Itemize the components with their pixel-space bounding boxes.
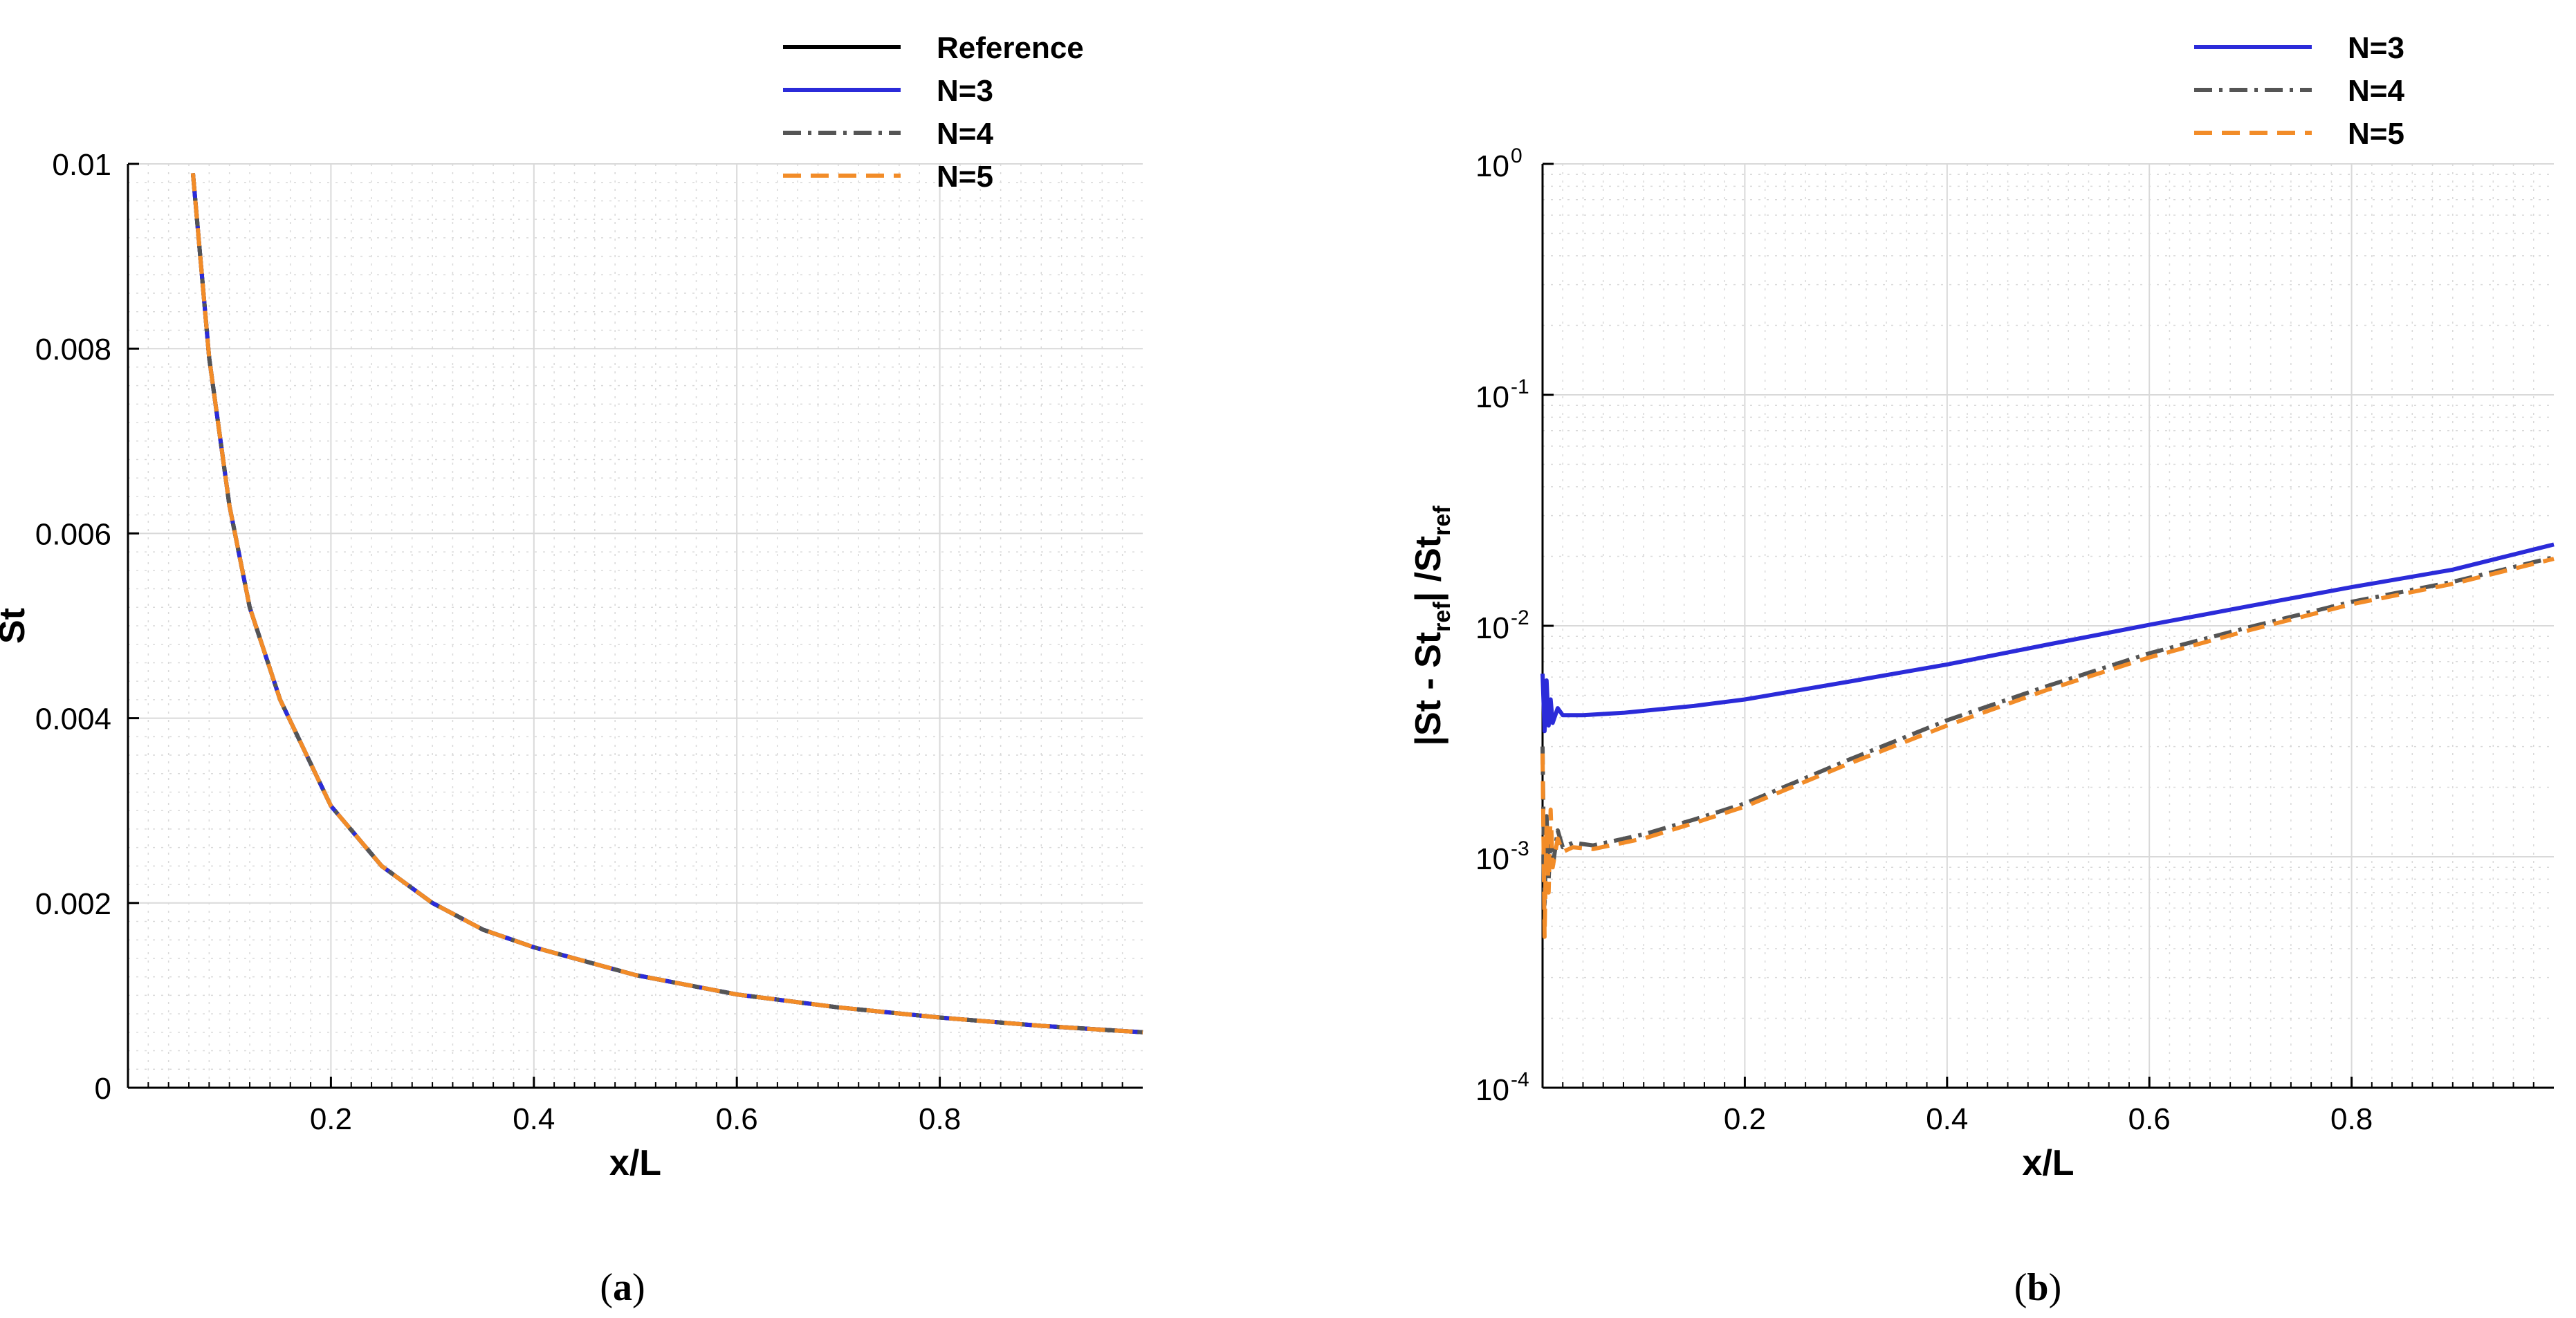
legend-label: N=5 bbox=[2348, 117, 2404, 151]
y-tick-label: 0.002 bbox=[35, 887, 111, 921]
y-axis-title: |St - Stref| /Stref bbox=[1408, 505, 1455, 746]
x-axis-title: x/L bbox=[2022, 1143, 2074, 1183]
y-tick-exponent: 0 bbox=[1511, 145, 1522, 167]
y-tick-label: 0.01 bbox=[52, 148, 111, 182]
grid bbox=[128, 163, 1143, 1088]
x-tick-label: 0.2 bbox=[310, 1102, 352, 1136]
y-tick-label: 10 bbox=[1475, 380, 1509, 414]
x-axis-title: x/L bbox=[609, 1143, 661, 1183]
series-group bbox=[1540, 542, 2555, 939]
series-line-n-5 bbox=[1540, 557, 2555, 939]
y-tick-label: 10 bbox=[1475, 1073, 1509, 1107]
y-tick-label: 0.008 bbox=[35, 333, 111, 366]
y-tick-label: 0 bbox=[95, 1072, 111, 1106]
y-tick-label: 10 bbox=[1475, 611, 1509, 645]
y-tick-exponent: -3 bbox=[1511, 837, 1529, 860]
x-tick-label: 0.4 bbox=[1926, 1102, 1968, 1136]
legend: N=3 N=4 N=5 bbox=[2194, 31, 2404, 151]
y-tick-exponent: -1 bbox=[1511, 375, 1529, 398]
series-line-n-4 bbox=[1540, 555, 2555, 911]
legend-label: N=5 bbox=[937, 160, 993, 194]
y-axis-title: St bbox=[0, 608, 33, 644]
x-tick-label: 0.6 bbox=[2128, 1102, 2171, 1136]
x-tick-label: 0.8 bbox=[2330, 1102, 2373, 1136]
legend-label: Reference bbox=[937, 31, 1084, 65]
x-tick-label: 0.6 bbox=[716, 1102, 758, 1136]
legend-label: N=3 bbox=[2348, 31, 2404, 65]
series-line-n-3 bbox=[1540, 542, 2555, 734]
legend-label: N=4 bbox=[2348, 74, 2404, 108]
series-line-n-4 bbox=[190, 173, 1143, 1034]
panel-label: (a) bbox=[600, 1266, 645, 1309]
chart-panel-a: 0.2 0.4 0.6 0.8 0 0.002 0.004 0.006 0.008 0.01 x/L… bbox=[0, 31, 1143, 1309]
y-tick-label: 10 bbox=[1475, 149, 1509, 183]
panel-label: (b) bbox=[2014, 1266, 2061, 1309]
x-tick-label: 0.8 bbox=[919, 1102, 961, 1136]
y-tick-label: 10 bbox=[1475, 842, 1509, 876]
legend-label: N=3 bbox=[937, 74, 993, 108]
x-tick-label: 0.4 bbox=[513, 1102, 555, 1136]
legend-label: N=4 bbox=[937, 117, 993, 151]
grid bbox=[1543, 163, 2554, 1088]
y-tick-label: 0.004 bbox=[35, 703, 111, 736]
series-group bbox=[190, 173, 1143, 1034]
y-tick-exponent: -2 bbox=[1511, 606, 1529, 629]
legend: Reference N=3 N=4 N=5 bbox=[783, 31, 1084, 194]
chart-panel-b: 0.2 0.4 0.6 0.810-410-310-210-110 0x/L|St - … bbox=[1408, 31, 2555, 1309]
x-tick-label: 0.2 bbox=[1724, 1102, 1766, 1136]
y-tick-exponent: -4 bbox=[1511, 1068, 1529, 1091]
y-tick-label: 0.006 bbox=[35, 517, 111, 551]
